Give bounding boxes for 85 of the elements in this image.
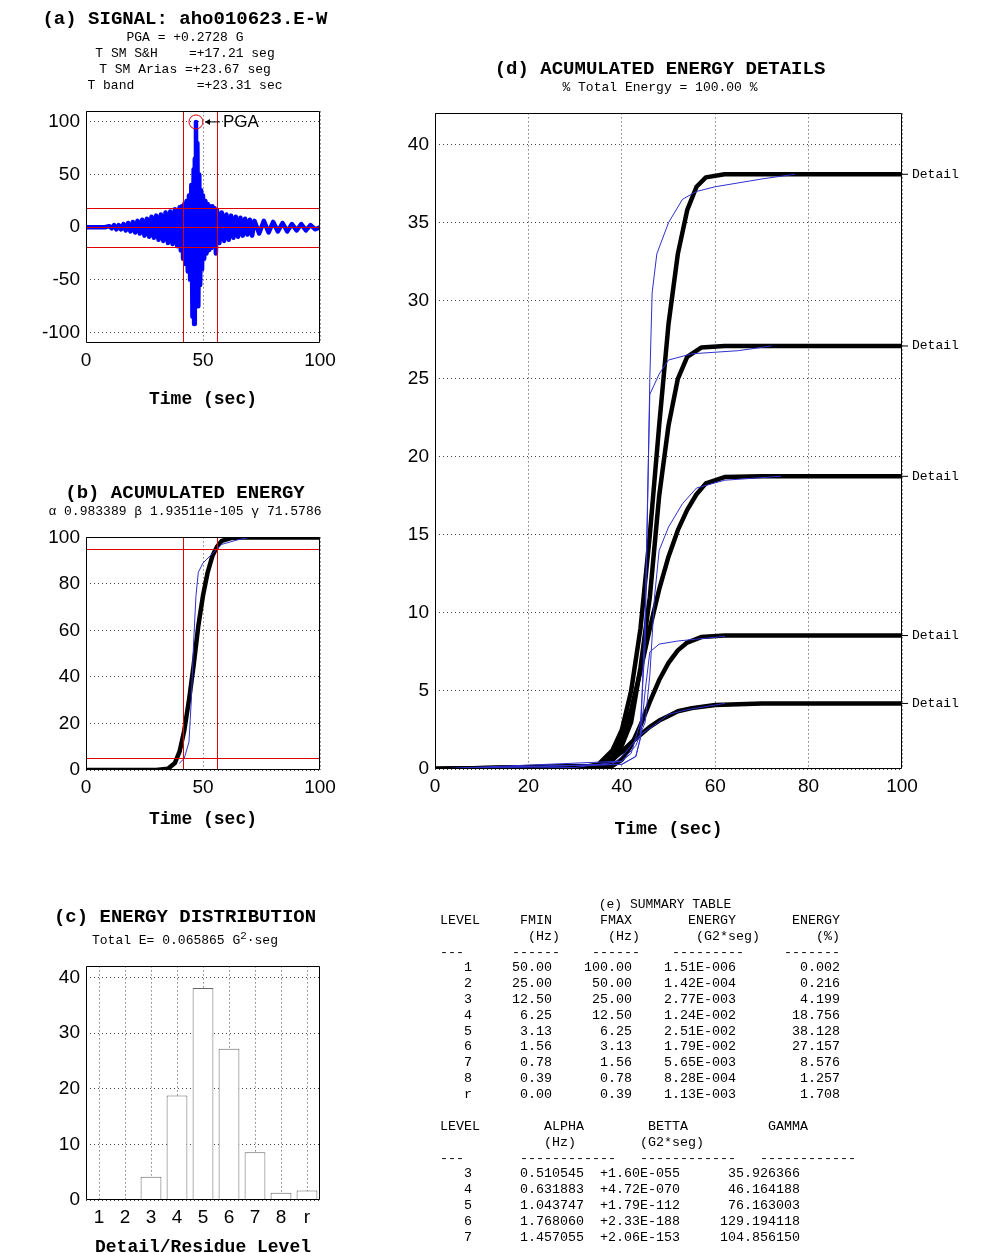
text: (Hz) (G2*seg) — [542, 1134, 705, 1151]
y-tick-label: -100 — [41, 320, 80, 342]
y-tick-label: 15 — [407, 523, 429, 545]
x-axis-title: Time (sec) — [148, 388, 258, 409]
legend-label: Detail — [912, 627, 960, 643]
text: LEVEL FMIN FMAX ENERGY ENERGY — [440, 913, 841, 929]
x-tick-label: 80 — [798, 774, 820, 796]
text: T SM S&H =+17.21 seg — [94, 46, 276, 62]
text: 6 1.768060 +2.33E-188 129.194118 — [463, 1213, 801, 1230]
legend-label: Detail — [912, 468, 960, 484]
y-tick-label: 5 — [418, 679, 429, 701]
x-tick-label: 50 — [192, 348, 214, 370]
y-tick-label: 80 — [58, 572, 80, 594]
chart-subtitle: Total E= 0.065865 G$^{2}$·seg — [91, 929, 279, 950]
y-tick-label: 20 — [407, 445, 429, 467]
chart-subtitle: α 0.983389 β 1.93511e-105 γ 71.5786 — [47, 504, 323, 520]
y-tick-label: 60 — [58, 618, 80, 640]
x-tick-label: 6 — [223, 1205, 235, 1227]
y-tick-label: 0 — [418, 757, 429, 779]
x-tick-label: 4 — [171, 1205, 183, 1227]
chart-title: (a) SIGNAL: aho010623.E-W — [41, 8, 329, 30]
text: T SM Arias =+23.67 seg — [98, 62, 272, 78]
text: 5 1.043747 +1.79E-112 76.163003 — [463, 1197, 801, 1214]
text: 7 0.78 1.56 5.65E-003 8.576 — [463, 1055, 841, 1071]
text: --- ------ ------ --------- ------- — [440, 944, 841, 961]
x-tick-label: 7 — [249, 1205, 261, 1227]
text: 5 3.13 6.25 2.51E-002 38.128 — [463, 1023, 841, 1040]
x-tick-label: 100 — [886, 774, 918, 796]
x-tick-label: 2 — [119, 1205, 131, 1227]
y-tick-label: 40 — [58, 966, 80, 988]
x-tick-label: 1 — [93, 1205, 105, 1227]
text: 3 0.510545 +1.60E-055 35.926366 — [463, 1166, 801, 1183]
x-tick-label: r — [303, 1205, 311, 1227]
chart-subtitle: % Total Energy = 100.00 % — [561, 80, 759, 96]
x-axis-title: Time (sec) — [614, 818, 723, 839]
text: 4 6.25 12.50 1.24E-002 18.756 — [463, 1007, 841, 1024]
y-tick-label: 40 — [407, 132, 429, 154]
x-tick-label: 60 — [704, 774, 726, 796]
x-tick-label: 3 — [145, 1205, 157, 1227]
text: (e) SUMMARY TABLE — [597, 897, 733, 913]
y-tick-label: 0 — [69, 758, 80, 780]
y-tick-label: 10 — [58, 1132, 80, 1154]
y-tick-label: 25 — [407, 367, 429, 388]
text: 3 12.50 25.00 2.77E-003 4.199 — [463, 991, 841, 1008]
x-axis-title: Detail/Residue Level — [94, 1237, 312, 1253]
annotation: PGA — [222, 111, 260, 131]
x-tick-label: 5 — [197, 1205, 209, 1227]
x-tick-label: 100 — [304, 348, 336, 370]
y-tick-label: 10 — [407, 601, 429, 623]
text: (Hz) (Hz) (G2*seg) (%) — [526, 928, 841, 945]
chart-title: (c) ENERGY DISTRIBUTION — [52, 906, 318, 928]
y-tick-label: 30 — [407, 288, 429, 310]
x-tick-label: 8 — [275, 1205, 287, 1227]
y-tick-label: 0 — [69, 1188, 80, 1210]
y-tick-label: 20 — [58, 1077, 80, 1099]
y-tick-label: 50 — [58, 162, 80, 184]
text: 1 50.00 100.00 1.51E-006 0.002 — [463, 960, 841, 977]
y-tick-label: 35 — [407, 210, 429, 232]
x-tick-label: 100 — [304, 775, 336, 797]
y-tick-label: 100 — [48, 525, 80, 547]
y-tick-label: 40 — [58, 665, 80, 687]
y-tick-label: 30 — [58, 1021, 80, 1043]
text: 2 25.00 50.00 1.42E-004 0.216 — [463, 976, 841, 992]
text: 4 0.631883 +4.72E-070 46.164188 — [463, 1182, 801, 1198]
x-tick-label: 40 — [611, 774, 633, 796]
y-tick-label: 20 — [58, 711, 80, 733]
legend-label: Detail — [912, 166, 960, 182]
legend-label: Detail — [912, 695, 960, 711]
chart-subtitle: PGA = +0.2728 G — [125, 30, 245, 46]
text: --- ------------ ------------ ------------ — [440, 1150, 857, 1167]
text: r 0.00 0.39 1.13E-003 1.708 — [463, 1086, 841, 1103]
x-tick-label: 20 — [517, 774, 539, 796]
text: 7 1.457055 +2.06E-153 104.856150 — [463, 1229, 801, 1246]
y-tick-label: -50 — [52, 268, 80, 290]
legend-label: Detail — [912, 338, 960, 354]
text: 6 1.56 3.13 1.79E-002 27.157 — [463, 1039, 841, 1056]
text: LEVEL ALPHA BETTA GAMMA — [440, 1119, 809, 1135]
text: T band =+23.31 sec — [86, 78, 284, 94]
text: 8 0.39 0.78 8.28E-004 1.257 — [463, 1070, 841, 1087]
x-tick-label: 50 — [192, 775, 214, 797]
y-tick-label: 0 — [69, 215, 80, 237]
x-axis-title: Time (sec) — [148, 808, 258, 829]
y-tick-label: 100 — [48, 110, 80, 132]
chart-title: (b) ACUMULATED ENERGY — [64, 482, 306, 504]
chart-title: (d) ACUMULATED ENERGY DETAILS — [493, 58, 827, 80]
